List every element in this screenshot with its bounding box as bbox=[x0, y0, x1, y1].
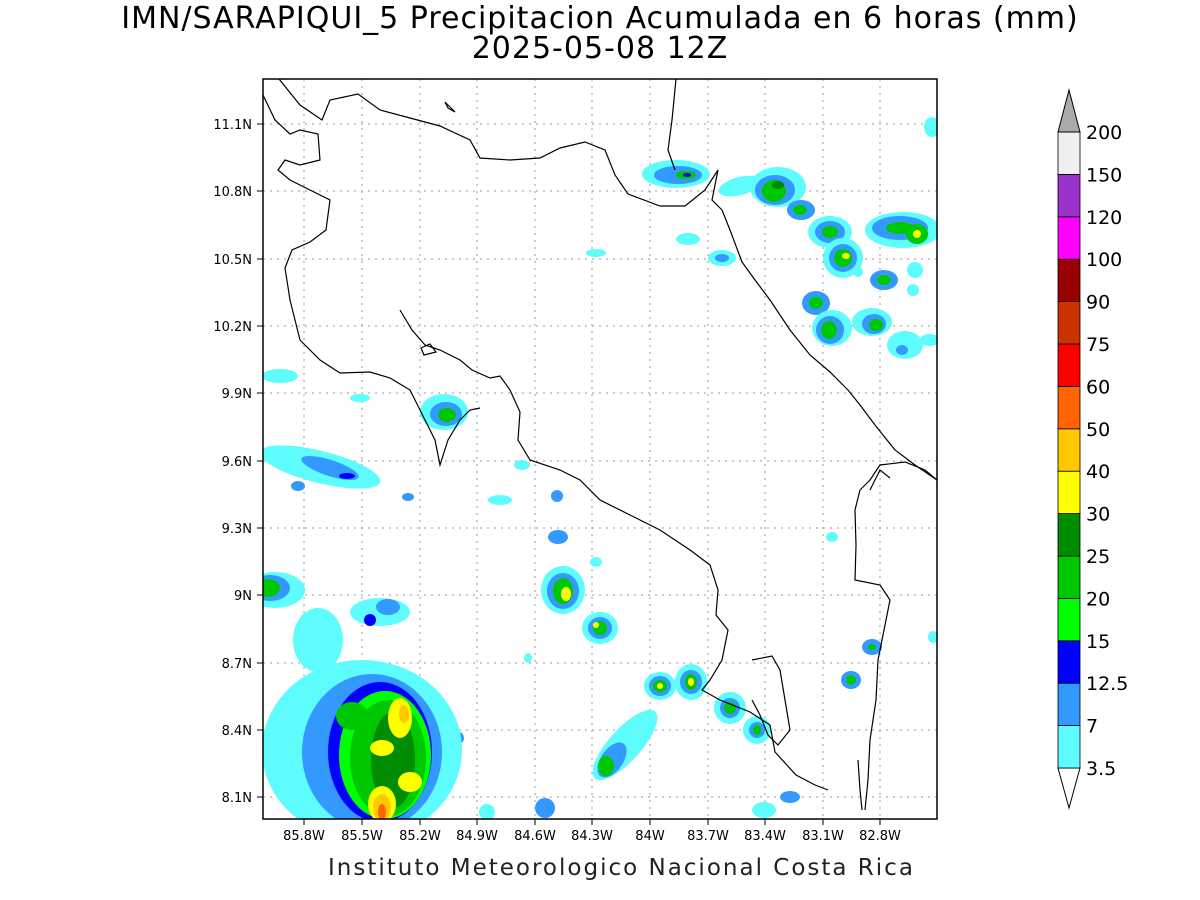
lat-tick-label: 9N bbox=[234, 589, 252, 604]
colorbar-segment bbox=[1057, 513, 1081, 557]
latitude-axis: 11.1N 10.8N 10.5N 10.2N 9.9N 9.6N 9.3N 9… bbox=[213, 118, 263, 806]
colorbar-level-label: 15 bbox=[1086, 631, 1110, 653]
lat-tick-label: 8.1N bbox=[222, 791, 252, 806]
colorbar-level-label: 60 bbox=[1086, 376, 1110, 398]
lat-tick-label: 9.6N bbox=[222, 455, 252, 470]
lat-tick-label: 8.7N bbox=[222, 657, 252, 672]
lat-tick-label: 10.8N bbox=[213, 185, 252, 200]
longitude-axis: 85.8W 85.5W 85.2W 84.9W 84.6W 84.3W 84W … bbox=[283, 819, 901, 844]
lon-tick-label: 83.4W bbox=[744, 829, 786, 844]
lat-tick-label: 8.4N bbox=[222, 724, 252, 739]
lat-tick-label: 10.2N bbox=[213, 320, 252, 335]
colorbar: 3.5 7 12.5 15 20 25 30 40 50 60 75 90 100 120 150 200 bbox=[1057, 88, 1128, 810]
colorbar-level-label: 100 bbox=[1086, 249, 1122, 271]
colorbar-level-label: 120 bbox=[1086, 207, 1122, 229]
colorbar-level-label: 150 bbox=[1086, 164, 1122, 186]
colorbar-level-label: 25 bbox=[1086, 546, 1110, 568]
lon-tick-label: 84.3W bbox=[571, 829, 613, 844]
colorbar-segment bbox=[1057, 725, 1081, 769]
lon-tick-label: 83.7W bbox=[687, 829, 729, 844]
lat-tick-label: 9.3N bbox=[222, 522, 252, 537]
lon-tick-label: 85.2W bbox=[399, 829, 441, 844]
lon-tick-label: 84W bbox=[635, 829, 665, 844]
colorbar-lower-arrow bbox=[1057, 767, 1081, 810]
precipitation-field bbox=[263, 117, 937, 819]
colorbar-segment bbox=[1057, 640, 1081, 684]
lon-tick-label: 84.6W bbox=[514, 829, 556, 844]
colorbar-segment bbox=[1057, 385, 1081, 430]
lat-tick-label: 10.5N bbox=[213, 253, 252, 268]
map-subtitle-date: 2025-05-08 12Z bbox=[471, 31, 729, 66]
colorbar-upper-arrow bbox=[1057, 88, 1081, 133]
colorbar-level-label: 75 bbox=[1086, 334, 1110, 356]
colorbar-level-label: 3.5 bbox=[1086, 758, 1116, 780]
lon-tick-label: 85.5W bbox=[341, 829, 383, 844]
colorbar-level-label: 7 bbox=[1086, 716, 1098, 738]
colorbar-segment bbox=[1057, 301, 1081, 345]
map-title: IMN/SARAPIQUI_5 Precipitacion Acumulada … bbox=[121, 1, 1079, 36]
coastlines bbox=[263, 79, 937, 811]
colorbar-segment bbox=[1057, 216, 1081, 260]
colorbar-segment bbox=[1057, 343, 1081, 387]
colorbar-level-label: 200 bbox=[1086, 122, 1122, 144]
lon-tick-label: 84.9W bbox=[456, 829, 498, 844]
colorbar-level-label: 40 bbox=[1086, 461, 1110, 483]
colorbar-segment bbox=[1057, 470, 1081, 515]
lon-tick-label: 85.8W bbox=[283, 829, 325, 844]
lon-tick-label: 83.1W bbox=[802, 829, 844, 844]
footer-credit: Instituto Meteorologico Nacional Costa R… bbox=[328, 855, 915, 881]
colorbar-segment bbox=[1057, 258, 1081, 303]
colorbar-level-label: 50 bbox=[1086, 419, 1110, 441]
colorbar-level-label: 20 bbox=[1086, 588, 1110, 610]
colorbar-segment bbox=[1057, 131, 1081, 175]
map-frame bbox=[262, 78, 938, 820]
colorbar-segment bbox=[1057, 682, 1081, 727]
colorbar-segment bbox=[1057, 555, 1081, 599]
colorbar-segment bbox=[1057, 428, 1081, 472]
colorbar-segment bbox=[1057, 173, 1081, 218]
lat-tick-label: 11.1N bbox=[213, 118, 252, 133]
colorbar-level-label: 12.5 bbox=[1086, 673, 1128, 695]
colorbar-level-label: 90 bbox=[1086, 292, 1110, 314]
lon-tick-label: 82.8W bbox=[859, 829, 901, 844]
lat-tick-label: 9.9N bbox=[222, 387, 252, 402]
colorbar-level-label: 30 bbox=[1086, 504, 1110, 526]
colorbar-segment bbox=[1057, 598, 1081, 642]
